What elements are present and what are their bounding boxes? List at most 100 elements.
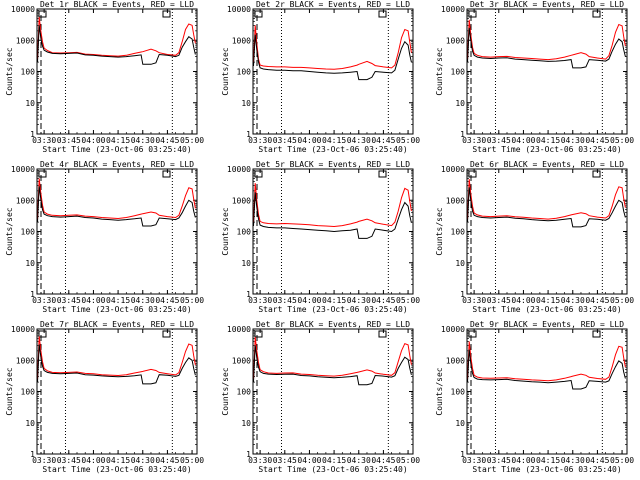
x-tick-label: 04:45 [155,136,179,145]
x-tick-label: 03:45 [273,296,297,305]
x-axis-label: Start Time (23-Oct-06 03:25:40) [472,465,621,474]
lld-series-line [467,19,626,61]
x-tick-label: 04:00 [511,456,535,465]
panel-title: Det 4r BLACK = Events, RED = LLD [40,160,194,169]
x-axis-label: Start Time (23-Oct-06 03:25:40) [42,145,191,154]
y-tick-label: 10000 [441,325,465,334]
corner-box-left [254,330,263,338]
detector-panel: Det 4r BLACK = Events, RED = LLD 1 10 100 10… [5,160,204,314]
lld-series-line [37,336,196,380]
y-tick-label: 100 [451,68,466,77]
x-tick-label: 05:00 [396,456,420,465]
y-tick-label: 10 [25,259,35,268]
events-series-line [253,192,412,239]
x-tick-label: 05:00 [180,296,204,305]
corner-box-right [378,330,387,338]
x-tick-label: 03:45 [273,136,297,145]
x-tick-label: 04:00 [81,296,105,305]
y-tick-label: 1000 [446,356,465,365]
detector-panel: Det 5r BLACK = Events, RED = LLD 1 10 100 10… [221,160,420,314]
x-tick-label: 04:00 [81,136,105,145]
x-tick-label: 04:45 [585,136,609,145]
corner-box-left [254,10,263,18]
x-tick-label: 04:15 [322,136,346,145]
panel-title: Det 7r BLACK = Events, RED = LLD [40,320,194,329]
x-tick-label: 04:15 [536,296,560,305]
y-tick-label: 10000 [227,5,251,14]
plot-frame [36,8,198,135]
x-tick-label: 04:15 [106,296,130,305]
y-tick-label: 1 [30,130,35,139]
y-tick-label: 100 [21,228,36,237]
x-tick-label: 04:00 [511,136,535,145]
x-tick-label: 04:15 [106,456,130,465]
x-tick-label: 04:15 [536,456,560,465]
events-series-line [253,345,412,386]
plot-frame [252,328,414,455]
y-tick-label: 1 [246,130,251,139]
lld-series-line [253,25,412,70]
x-tick-label: 05:00 [610,296,634,305]
panel-title: Det 8r BLACK = Events, RED = LLD [256,320,410,329]
x-tick-label: 03:30 [462,456,486,465]
y-tick-label: 10 [25,419,35,428]
x-tick-label: 04:30 [347,456,371,465]
y-tick-label: 1 [246,290,251,299]
x-tick-label: 03:30 [32,456,56,465]
x-axis-label: Start Time (23-Oct-06 03:25:40) [472,305,621,314]
y-tick-label: 10000 [441,165,465,174]
y-axis-label: Counts/sec [5,207,14,255]
lld-series-line [253,337,412,380]
x-tick-label: 03:45 [57,456,81,465]
x-tick-label: 03:30 [248,136,272,145]
lld-series-line [253,183,412,228]
y-tick-label: 100 [21,68,36,77]
x-axis-label: Start Time (23-Oct-06 03:25:40) [258,305,407,314]
x-tick-label: 05:00 [180,456,204,465]
y-tick-label: 1000 [446,196,465,205]
x-tick-label: 04:30 [131,296,155,305]
panel-title: Det 5r BLACK = Events, RED = LLD [256,160,410,169]
y-axis-label: Counts/sec [5,47,14,95]
lld-series-line [37,178,196,220]
x-axis-label: Start Time (23-Oct-06 03:25:40) [42,465,191,474]
y-tick-label: 1 [460,450,465,459]
events-series-line [37,186,196,227]
panel-title: Det 1r BLACK = Events, RED = LLD [40,0,194,9]
y-tick-label: 10 [455,99,465,108]
corner-box-right [162,170,171,178]
corner-box-left [38,330,47,338]
y-tick-label: 1000 [16,356,35,365]
x-tick-label: 05:00 [396,136,420,145]
x-axis-label: Start Time (23-Oct-06 03:25:40) [258,145,407,154]
corner-box-right [378,10,387,18]
y-tick-label: 10000 [441,5,465,14]
x-tick-label: 04:30 [561,296,585,305]
detector-panel: Det 3r BLACK = Events, RED = LLD 1 10 100 10… [435,0,634,154]
y-tick-label: 10000 [227,165,251,174]
corner-box-right [592,170,601,178]
y-tick-label: 1000 [16,196,35,205]
plot-frame [252,8,414,135]
x-tick-label: 03:30 [32,136,56,145]
corner-box-left [468,10,477,18]
y-tick-label: 10 [241,419,251,428]
x-tick-label: 05:00 [396,296,420,305]
events-series-line [467,27,626,69]
events-series-line [467,349,626,390]
x-tick-label: 05:00 [610,136,634,145]
corner-box-right [592,10,601,18]
events-series-line [253,34,412,81]
detector-panel: Det 2r BLACK = Events, RED = LLD 1 10 100 10… [221,0,420,154]
x-tick-label: 04:30 [561,456,585,465]
y-axis-label: Counts/sec [221,47,230,95]
y-tick-label: 1000 [232,36,251,45]
corner-box-left [254,170,263,178]
y-axis-label: Counts/sec [435,47,444,95]
y-tick-label: 10 [25,99,35,108]
panel-title: Det 9r BLACK = Events, RED = LLD [470,320,624,329]
y-tick-label: 1000 [16,36,35,45]
y-tick-label: 1 [460,130,465,139]
y-tick-label: 100 [237,228,252,237]
